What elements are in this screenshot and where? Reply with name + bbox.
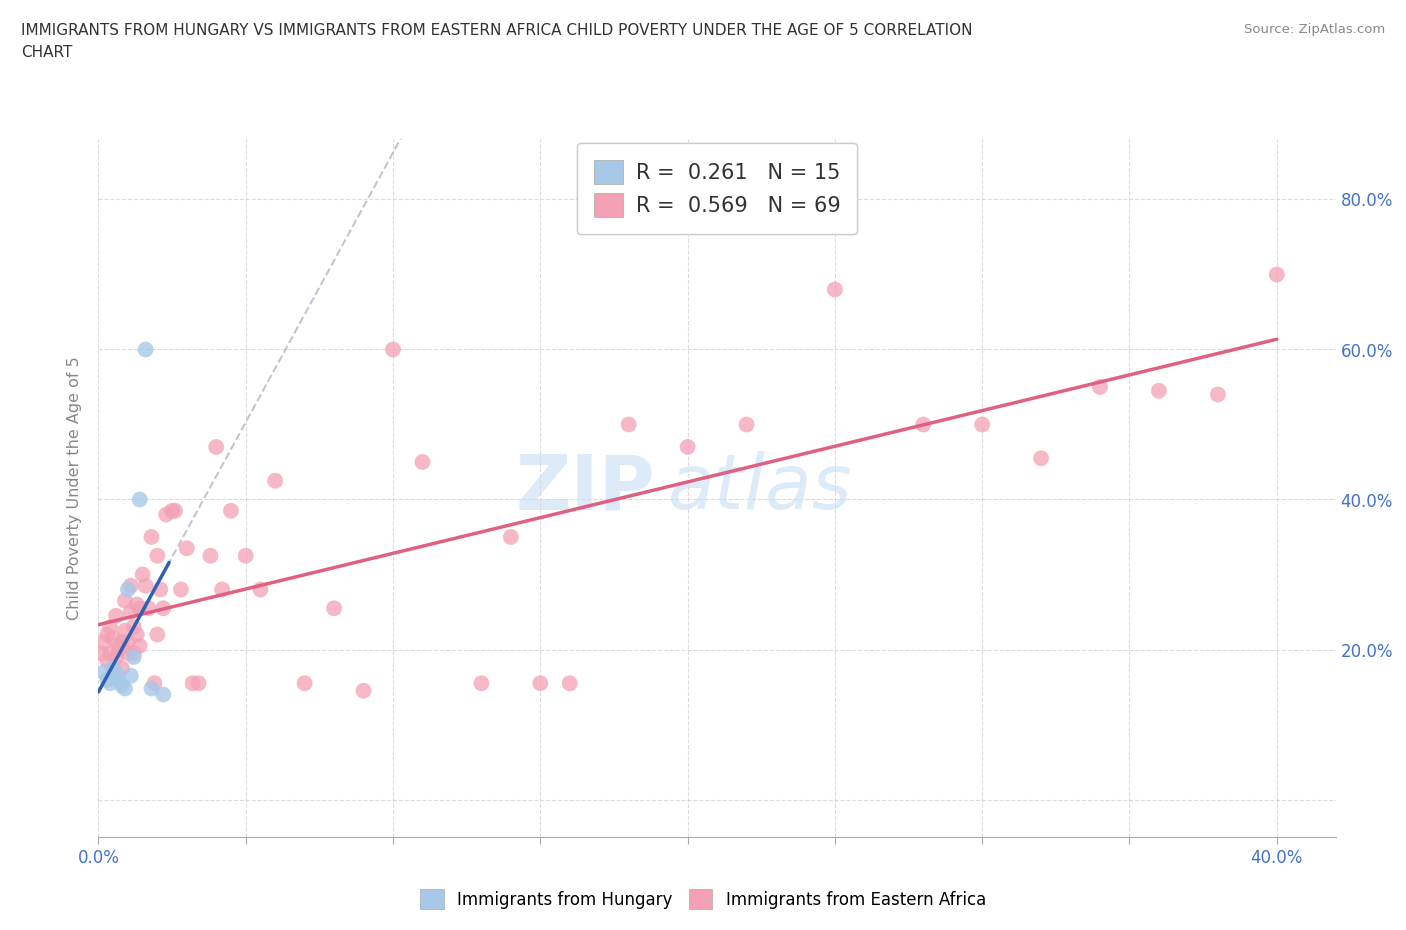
Y-axis label: Child Poverty Under the Age of 5: Child Poverty Under the Age of 5 [67,356,83,620]
Point [114,681,136,696]
Point [120,578,142,593]
Point [163,503,186,518]
Point [128,492,150,507]
Point [382,342,405,357]
Point [122,619,145,634]
Point [211,582,233,597]
Point [141,529,163,544]
Point [128,638,150,653]
Point [96,672,118,687]
Point [135,342,157,357]
Point [294,676,316,691]
Point [138,601,160,616]
Point [122,645,145,660]
Point [146,549,169,564]
Point [1206,387,1229,402]
Point [1088,379,1111,394]
Point [122,649,145,664]
Point [125,597,148,612]
Point [735,417,758,432]
Point [558,676,581,691]
Point [1029,451,1052,466]
Point [205,440,228,455]
Point [249,582,271,597]
Point [108,673,131,688]
Point [93,634,115,649]
Point [146,627,169,642]
Point [200,549,222,564]
Point [114,623,136,638]
Point [105,649,128,664]
Point [235,549,257,564]
Point [117,645,139,660]
Point [353,684,375,698]
Point [411,455,433,470]
Text: atlas: atlas [668,451,852,525]
Point [98,645,121,660]
Point [135,578,157,593]
Point [101,661,124,676]
Point [176,541,198,556]
Point [111,634,134,649]
Point [617,417,640,432]
Point [105,666,128,681]
Point [143,676,166,691]
Point [152,687,174,702]
Point [1147,383,1170,398]
Point [101,631,124,645]
Point [117,582,139,597]
Point [131,567,153,582]
Point [155,507,177,522]
Point [90,645,112,660]
Point [111,678,134,693]
Point [128,601,150,616]
Point [117,634,139,649]
Legend: Immigrants from Hungary, Immigrants from Eastern Africa: Immigrants from Hungary, Immigrants from… [412,881,994,917]
Point [187,676,209,691]
Text: CHART: CHART [21,45,73,60]
Point [96,653,118,668]
Point [529,676,551,691]
Point [824,282,846,297]
Point [149,582,172,597]
Point [470,676,492,691]
Point [98,619,121,634]
Point [152,601,174,616]
Point [181,676,204,691]
Point [676,440,699,455]
Text: Source: ZipAtlas.com: Source: ZipAtlas.com [1244,23,1385,36]
Point [120,604,142,619]
Point [219,503,242,518]
Point [1265,267,1288,282]
Point [141,681,163,696]
Point [105,608,128,623]
Point [120,669,142,684]
Point [323,601,346,616]
Point [912,417,935,432]
Point [108,642,131,657]
Point [499,529,522,544]
Point [114,593,136,608]
Text: IMMIGRANTS FROM HUNGARY VS IMMIGRANTS FROM EASTERN AFRICA CHILD POVERTY UNDER TH: IMMIGRANTS FROM HUNGARY VS IMMIGRANTS FR… [21,23,973,38]
Point [108,638,131,653]
Text: ZIP: ZIP [516,451,655,525]
Point [160,503,183,518]
Point [96,627,118,642]
Point [98,676,121,691]
Point [111,661,134,676]
Point [264,473,287,488]
Point [101,661,124,676]
Point [125,627,148,642]
Point [93,665,115,680]
Point [170,582,193,597]
Point [972,417,994,432]
Legend: R =  0.261   N = 15, R =  0.569   N = 69: R = 0.261 N = 15, R = 0.569 N = 69 [578,143,856,233]
